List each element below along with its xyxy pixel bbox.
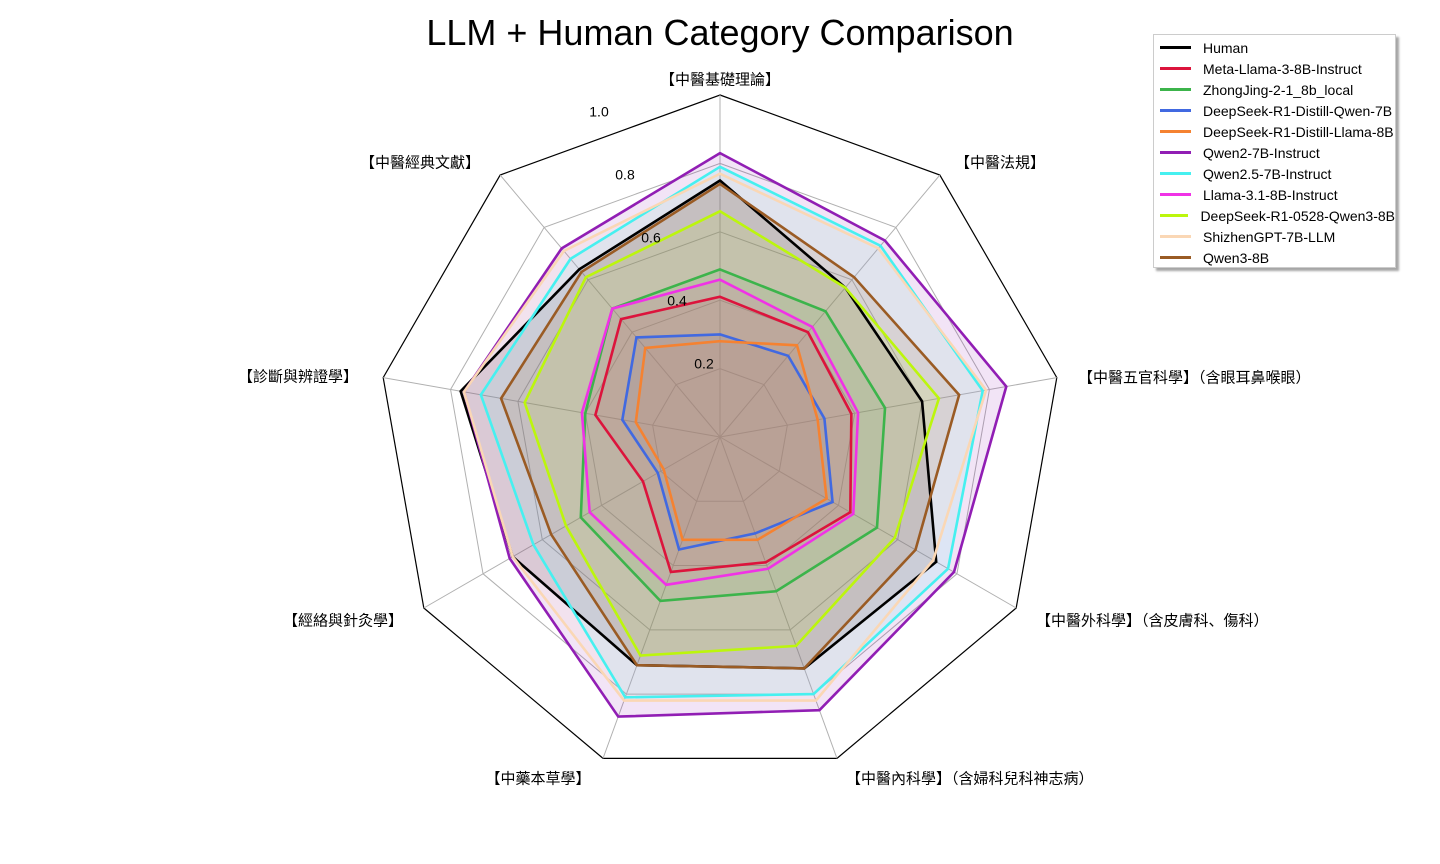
radial-tick-label: 0.6 bbox=[641, 230, 661, 246]
legend-item: DeepSeek-R1-Distill-Qwen-7B bbox=[1160, 100, 1395, 121]
legend-label: DeepSeek-R1-Distill-Qwen-7B bbox=[1203, 102, 1393, 119]
outer-frame bbox=[382, 94, 1058, 759]
legend-swatch bbox=[1160, 67, 1191, 70]
axis-label: 【中醫內科學】（含婦科兒科神志病） bbox=[846, 770, 1094, 788]
series-fill bbox=[524, 211, 939, 656]
axis-labels: 【中醫基礎理論】【中醫法規】【中醫五官科學】（含眼耳鼻喉眼） 【中醫外科學】（含皮… bbox=[238, 71, 1311, 788]
axis-label: 【中醫五官科學】（含眼耳鼻喉眼） bbox=[1078, 369, 1311, 387]
axis-label: 【中醫法規】 bbox=[955, 154, 1045, 172]
legend-swatch bbox=[1160, 46, 1191, 49]
grid-spoke bbox=[719, 377, 1057, 438]
legend-label: Meta-Llama-3-8B-Instruct bbox=[1203, 60, 1362, 77]
legend-label: Human bbox=[1203, 39, 1249, 56]
series-fill bbox=[622, 334, 833, 550]
radial-tick-label: 1.0 bbox=[589, 104, 609, 120]
legend-label: ZhongJing-2-1_8b_local bbox=[1203, 81, 1354, 98]
grid-ring bbox=[652, 368, 788, 502]
legend-label: DeepSeek-R1-Distill-Llama-8B bbox=[1203, 123, 1394, 140]
grid-ring bbox=[517, 231, 923, 631]
series-line bbox=[580, 278, 860, 587]
series-line bbox=[634, 339, 829, 542]
legend-item: Qwen3-8B bbox=[1160, 247, 1395, 268]
radial-tick-label: 0.2 bbox=[694, 356, 714, 372]
legend-item: Qwen2-7B-Instruct bbox=[1160, 142, 1395, 163]
grid-spoke bbox=[383, 377, 721, 438]
series-fill bbox=[464, 173, 987, 701]
radial-tick-label: 0.8 bbox=[615, 167, 635, 183]
chart-title: LLM + Human Category Comparison bbox=[426, 12, 1014, 53]
legend-swatch bbox=[1160, 214, 1189, 217]
grid-spoke bbox=[719, 436, 838, 759]
legend-label: Llama-3.1-8B-Instruct bbox=[1203, 186, 1338, 203]
legend: Human Meta-Llama-3-8B-Instruct ZhongJing… bbox=[1153, 34, 1396, 268]
axis-label: 【中醫基礎理論】 bbox=[660, 71, 780, 89]
series-line bbox=[462, 151, 1008, 718]
series-fill bbox=[595, 296, 852, 572]
axis-label: 【經絡與針灸學】 bbox=[283, 612, 403, 630]
grid-spoke bbox=[719, 174, 941, 438]
radial-tick-label: 0.4 bbox=[667, 293, 687, 309]
legend-label: Qwen3-8B bbox=[1203, 249, 1270, 266]
legend-swatch bbox=[1160, 151, 1191, 154]
axis-label: 【中醫外科學】（含皮膚科、傷科） bbox=[1036, 612, 1269, 630]
grid-spoke bbox=[602, 436, 721, 759]
legend-item: Llama-3.1-8B-Instruct bbox=[1160, 184, 1395, 205]
series-line bbox=[523, 209, 941, 657]
radar-grid bbox=[382, 94, 1058, 759]
legend-swatch bbox=[1160, 256, 1191, 259]
legend-swatch bbox=[1160, 109, 1191, 112]
series-line bbox=[499, 182, 961, 670]
grid-spoke bbox=[423, 436, 721, 609]
legend-label: ShizhenGPT-7B-LLM bbox=[1203, 228, 1336, 245]
legend-swatch bbox=[1160, 130, 1191, 133]
series-fill bbox=[460, 180, 937, 669]
radial-tick-labels: 0.2 0.4 0.6 0.8 1.0 bbox=[589, 104, 714, 372]
series-line bbox=[620, 333, 834, 552]
legend-swatch bbox=[1160, 88, 1191, 91]
series-fill bbox=[580, 269, 886, 601]
legend-swatch bbox=[1160, 193, 1191, 196]
series-fill bbox=[635, 341, 827, 540]
legend-label: DeepSeek-R1-0528-Qwen3-8B bbox=[1200, 207, 1395, 224]
series-line bbox=[593, 295, 853, 574]
legend-item: ShizhenGPT-7B-LLM bbox=[1160, 226, 1395, 247]
legend-label: Qwen2.5-7B-Instruct bbox=[1203, 165, 1332, 182]
grid-spoke bbox=[499, 174, 721, 438]
legend-label: Qwen2-7B-Instruct bbox=[1203, 144, 1320, 161]
series-fill bbox=[480, 166, 983, 698]
series-lines bbox=[459, 151, 1008, 718]
axis-label: 【診斷與辨證學】 bbox=[238, 368, 358, 386]
legend-item: Qwen2.5-7B-Instruct bbox=[1160, 163, 1395, 184]
legend-item: DeepSeek-R1-0528-Qwen3-8B bbox=[1160, 205, 1395, 226]
legend-swatch bbox=[1160, 172, 1191, 175]
axis-label: 【中藥本草學】 bbox=[485, 770, 590, 788]
legend-item: ZhongJing-2-1_8b_local bbox=[1160, 79, 1395, 100]
legend-item: DeepSeek-R1-Distill-Llama-8B bbox=[1160, 121, 1395, 142]
grid-ring bbox=[584, 299, 856, 567]
series-line bbox=[462, 172, 988, 702]
grid-spoke bbox=[719, 436, 1017, 609]
legend-swatch bbox=[1160, 235, 1191, 238]
axis-label: 【中醫經典文獻】 bbox=[360, 154, 480, 172]
legend-item: Human bbox=[1160, 37, 1395, 58]
series-line bbox=[579, 268, 887, 603]
legend-item: Meta-Llama-3-8B-Instruct bbox=[1160, 58, 1395, 79]
